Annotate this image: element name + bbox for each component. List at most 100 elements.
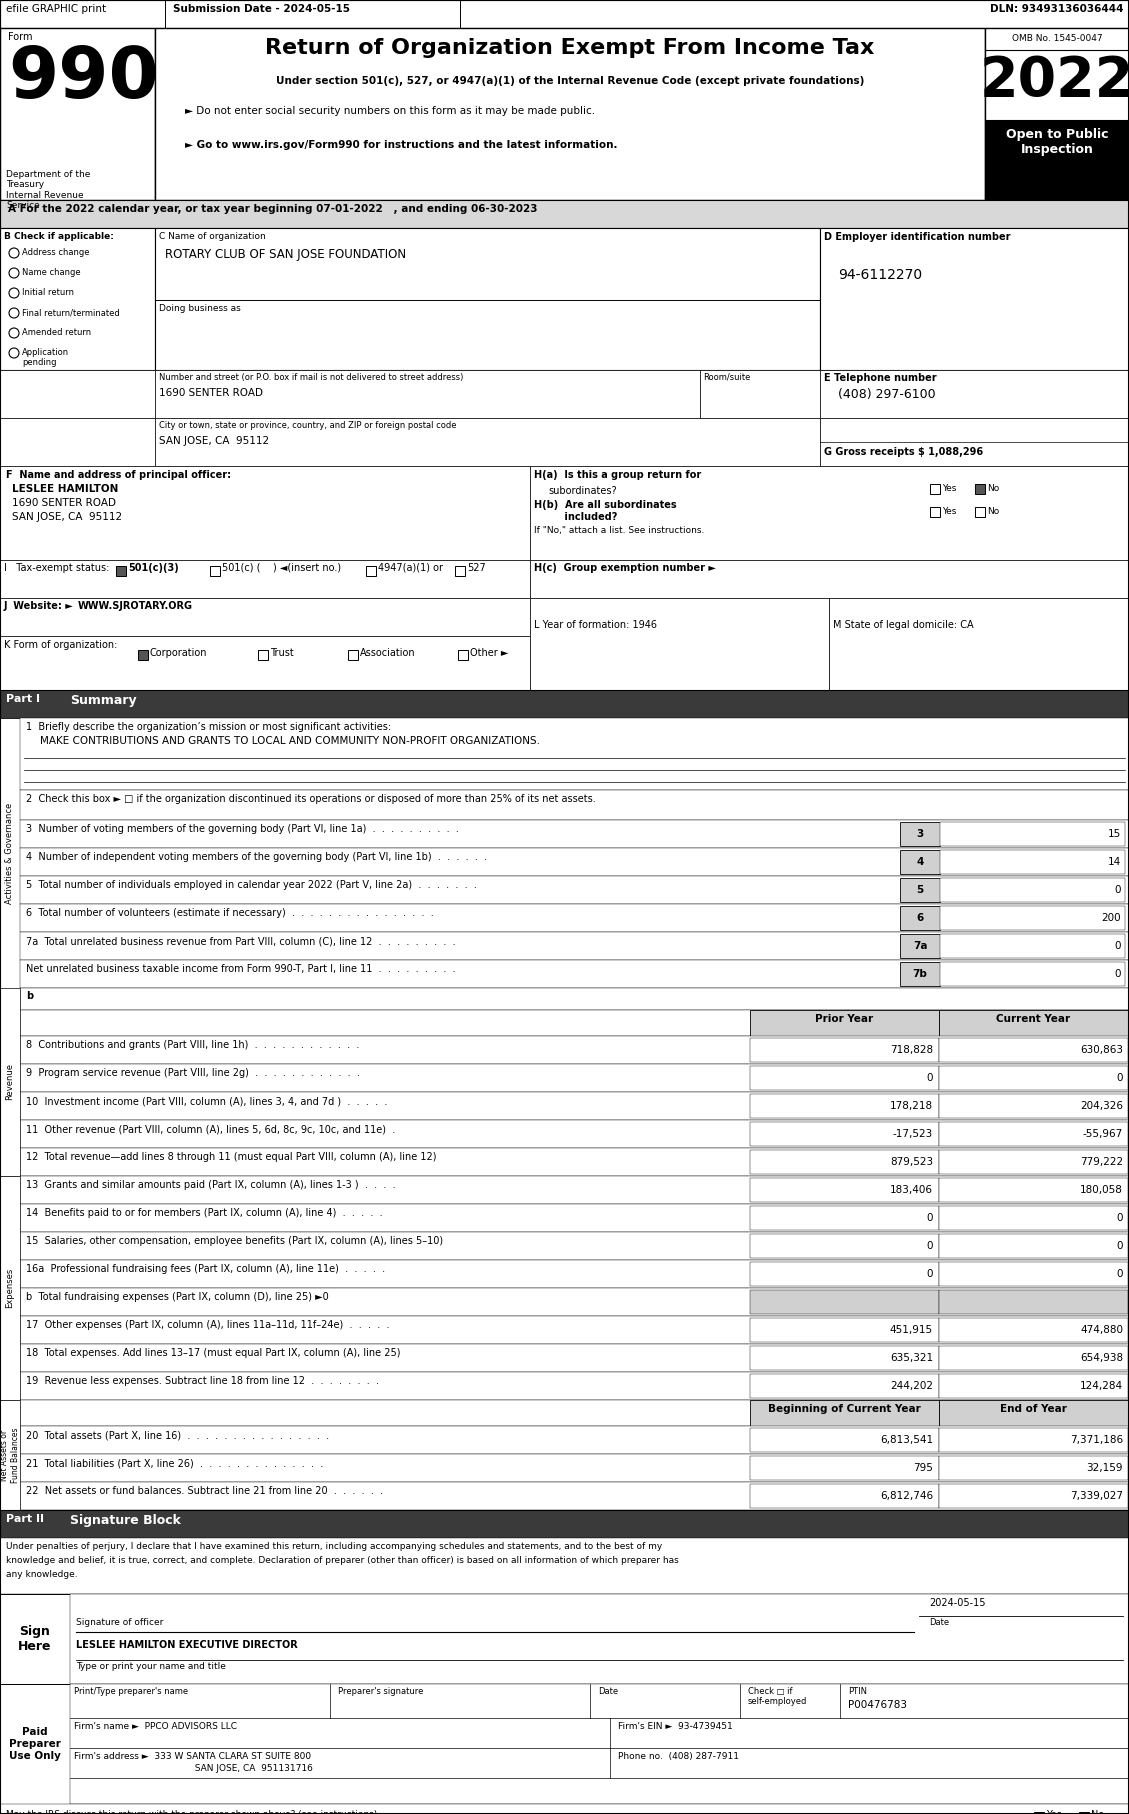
Text: Check □ if
self-employed: Check □ if self-employed (749, 1687, 807, 1707)
Text: Under penalties of perjury, I declare that I have examined this return, includin: Under penalties of perjury, I declare th… (6, 1542, 663, 1551)
Text: 4  Number of independent voting members of the governing body (Part VI, line 1b): 4 Number of independent voting members o… (26, 853, 487, 862)
Text: No: No (1091, 1810, 1104, 1814)
Text: H(c)  Group exemption number ►: H(c) Group exemption number ► (534, 562, 716, 573)
Text: knowledge and belief, it is true, correct, and complete. Declaration of preparer: knowledge and belief, it is true, correc… (6, 1556, 679, 1565)
Bar (900, 878, 940, 902)
Text: 5: 5 (917, 885, 924, 894)
Text: ► Go to www.irs.gov/Form990 for instructions and the latest information.: ► Go to www.irs.gov/Form990 for instruct… (185, 140, 618, 151)
Bar (20, 791, 1129, 820)
Bar (975, 484, 984, 493)
Text: Yes: Yes (1045, 1810, 1061, 1814)
Text: 17  Other expenses (Part IX, column (A), lines 11a–11d, 11f–24e)  .  .  .  .  .: 17 Other expenses (Part IX, column (A), … (26, 1321, 390, 1330)
Text: 0: 0 (927, 1074, 933, 1083)
Text: Part I: Part I (6, 695, 40, 704)
Text: Beginning of Current Year: Beginning of Current Year (768, 1404, 920, 1413)
Text: 178,218: 178,218 (890, 1101, 933, 1110)
Bar (138, 649, 148, 660)
Bar (939, 1400, 1128, 1426)
Bar (0, 689, 1129, 718)
Bar (0, 989, 20, 1175)
Text: Net Assets or
Fund Balances: Net Assets or Fund Balances (0, 1428, 19, 1482)
Text: 501(c) (    ) ◄(insert no.): 501(c) ( ) ◄(insert no.) (222, 562, 341, 573)
Bar (939, 1457, 1128, 1480)
Bar (20, 1261, 1129, 1288)
Text: 3: 3 (917, 829, 924, 840)
Text: Yes: Yes (942, 506, 956, 515)
Bar (750, 1010, 939, 1036)
Bar (750, 1373, 939, 1399)
Bar (829, 599, 1128, 689)
Text: G Gross receipts $ 1,088,296: G Gross receipts $ 1,088,296 (824, 446, 983, 457)
Bar (155, 370, 700, 417)
Bar (0, 1803, 1129, 1814)
Bar (530, 599, 829, 689)
Bar (348, 649, 358, 660)
Text: Firm's EIN ►  93-4739451: Firm's EIN ► 93-4739451 (618, 1721, 733, 1731)
Bar (940, 822, 1124, 845)
Bar (940, 851, 1124, 874)
Text: 6,813,541: 6,813,541 (879, 1435, 933, 1446)
Text: 6: 6 (917, 912, 924, 923)
Bar (0, 1595, 70, 1683)
Text: -55,967: -55,967 (1083, 1128, 1123, 1139)
Bar (939, 1263, 1128, 1286)
Bar (0, 561, 530, 599)
Text: efile GRAPHIC print: efile GRAPHIC print (6, 4, 106, 15)
Text: 6  Total number of volunteers (estimate if necessary)  .  .  .  .  .  .  .  .  .: 6 Total number of volunteers (estimate i… (26, 909, 434, 918)
Text: P00476783: P00476783 (848, 1700, 907, 1711)
Text: Phone no.  (408) 287-7911: Phone no. (408) 287-7911 (618, 1752, 739, 1761)
Text: 0: 0 (1117, 1214, 1123, 1223)
Text: 244,202: 244,202 (890, 1380, 933, 1391)
Bar (20, 1426, 1129, 1455)
Bar (0, 1683, 70, 1803)
Text: -17,523: -17,523 (893, 1128, 933, 1139)
Bar (939, 1094, 1128, 1117)
Text: Date: Date (598, 1687, 618, 1696)
Text: 20  Total assets (Part X, line 16)  .  .  .  .  .  .  .  .  .  .  .  .  .  .  . : 20 Total assets (Part X, line 16) . . . … (26, 1429, 330, 1440)
Text: 12  Total revenue—add lines 8 through 11 (must equal Part VIII, column (A), line: 12 Total revenue—add lines 8 through 11 … (26, 1152, 437, 1163)
Bar (20, 1315, 1129, 1344)
Text: 3  Number of voting members of the governing body (Part VI, line 1a)  .  .  .  .: 3 Number of voting members of the govern… (26, 824, 458, 834)
Bar (70, 1683, 1129, 1803)
Text: 654,938: 654,938 (1079, 1353, 1123, 1362)
Bar (940, 905, 1124, 931)
Bar (939, 1428, 1128, 1451)
Bar (939, 1150, 1128, 1174)
Bar (940, 961, 1124, 987)
Text: 200: 200 (1102, 912, 1121, 923)
Bar (530, 561, 1129, 599)
Text: MAKE CONTRIBUTIONS AND GRANTS TO LOCAL AND COMMUNITY NON-PROFIT ORGANIZATIONS.: MAKE CONTRIBUTIONS AND GRANTS TO LOCAL A… (40, 736, 540, 746)
Text: b  Total fundraising expenses (Part IX, column (D), line 25) ►0: b Total fundraising expenses (Part IX, c… (26, 1292, 329, 1302)
Text: Form: Form (8, 33, 33, 42)
Text: 8  Contributions and grants (Part VIII, line 1h)  .  .  .  .  .  .  .  .  .  .  : 8 Contributions and grants (Part VIII, l… (26, 1039, 359, 1050)
Bar (940, 934, 1124, 958)
Text: Type or print your name and title: Type or print your name and title (76, 1662, 226, 1671)
Text: 5  Total number of individuals employed in calendar year 2022 (Part V, line 2a) : 5 Total number of individuals employed i… (26, 880, 476, 891)
Text: Summary: Summary (70, 695, 137, 707)
Bar (750, 1400, 939, 1426)
Text: 0: 0 (1117, 1241, 1123, 1252)
Bar (939, 1234, 1128, 1257)
Text: 11  Other revenue (Part VIII, column (A), lines 5, 6d, 8c, 9c, 10c, and 11e)  .: 11 Other revenue (Part VIII, column (A),… (26, 1125, 395, 1134)
Text: L Year of formation: 1946: L Year of formation: 1946 (534, 620, 657, 629)
Bar (1034, 1812, 1044, 1814)
Text: Final return/terminated: Final return/terminated (21, 308, 120, 317)
Bar (20, 1010, 1129, 1036)
Bar (0, 27, 155, 200)
Bar (820, 229, 1129, 370)
Bar (0, 1538, 1129, 1595)
Bar (900, 851, 940, 874)
Text: 0: 0 (1114, 969, 1121, 980)
Text: 7,371,186: 7,371,186 (1070, 1435, 1123, 1446)
Bar (458, 649, 469, 660)
Bar (0, 200, 1129, 229)
Bar (939, 1010, 1128, 1036)
Text: Doing business as: Doing business as (159, 305, 240, 314)
Text: Number and street (or P.O. box if mail is not delivered to street address): Number and street (or P.O. box if mail i… (159, 374, 463, 383)
Text: Firm's address ►  333 W SANTA CLARA ST SUITE 800: Firm's address ► 333 W SANTA CLARA ST SU… (75, 1752, 312, 1761)
Text: OMB No. 1545-0047: OMB No. 1545-0047 (1012, 34, 1102, 44)
Bar (820, 417, 1129, 466)
Bar (0, 1509, 1129, 1538)
Text: I   Tax-exempt status:: I Tax-exempt status: (5, 562, 110, 573)
Text: DLN: 93493136036444: DLN: 93493136036444 (989, 4, 1123, 15)
